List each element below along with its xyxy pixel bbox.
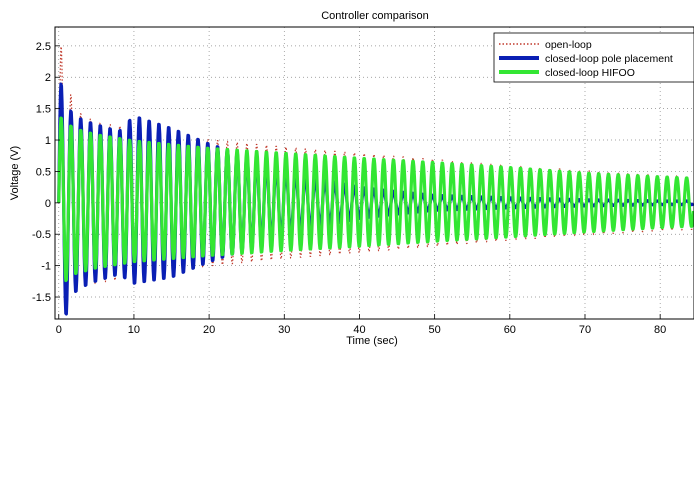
series-layer	[57, 45, 694, 316]
y-tick-label: 2	[45, 72, 51, 84]
y-tick-label: -1	[41, 261, 51, 273]
y-tick-label: 1.5	[36, 104, 51, 116]
y-axis-label: Voltage (V)	[9, 146, 21, 200]
y-tick-label: 0.5	[36, 166, 51, 178]
x-tick-label: 10	[128, 324, 140, 336]
y-tick-label: 1	[45, 135, 51, 147]
y-tick-label: -0.5	[32, 229, 51, 241]
ticks: 0 10 20 30 40 50 60 70 80 -1.5 -1 -0.5 0 0.5 1 1.5 2 2.5	[32, 41, 666, 336]
x-tick-label: 20	[203, 324, 215, 336]
series-line-2	[57, 116, 694, 283]
x-tick-label: 80	[654, 324, 666, 336]
chart-title: Controller comparison	[321, 10, 429, 22]
x-tick-label: 30	[278, 324, 290, 336]
x-tick-label: 70	[579, 324, 591, 336]
x-tick-label: 50	[429, 324, 441, 336]
y-tick-label: -1.5	[32, 292, 51, 304]
x-tick-label: 60	[504, 324, 516, 336]
y-tick-label: 2.5	[36, 41, 51, 53]
legend: open-loop closed-loop pole placement close…	[493, 32, 694, 83]
legend-label: closed-loop pole placement	[545, 53, 673, 65]
x-tick-label: 0	[56, 324, 62, 336]
plot-border	[54, 26, 694, 320]
legend-label: closed-loop HIFOO	[545, 67, 635, 79]
x-axis-label: Time (sec)	[346, 335, 398, 347]
y-tick-label: 0	[45, 198, 51, 210]
x-tick-label: 40	[353, 324, 365, 336]
legend-label: open-loop	[545, 39, 592, 51]
